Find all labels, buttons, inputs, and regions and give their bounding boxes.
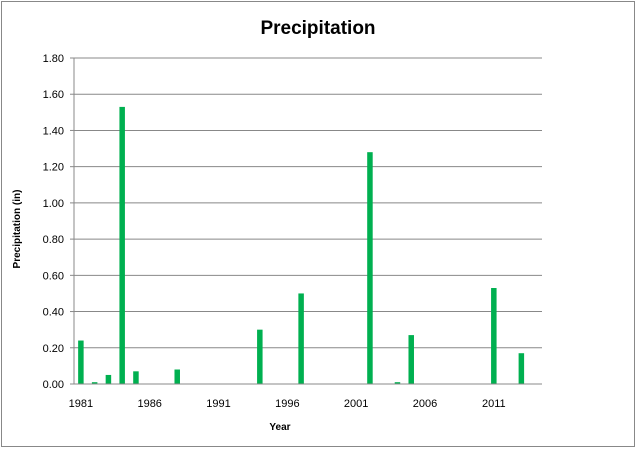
x-tick-label: 1991	[206, 398, 230, 410]
y-axis-title: Precipitation (in)	[12, 190, 23, 269]
bar-1994	[257, 329, 263, 384]
y-tick-label: 0.80	[43, 234, 64, 246]
y-tick-label: 1.40	[43, 125, 64, 137]
bar-2004	[394, 382, 401, 384]
bar-2011	[491, 288, 497, 384]
x-tick-label: 2006	[413, 398, 437, 410]
bar-1982	[91, 382, 98, 384]
y-tick-label: 0.00	[43, 379, 64, 391]
bar-series	[78, 106, 525, 385]
bar-2005	[408, 335, 414, 384]
y-tick-label: 1.20	[43, 162, 64, 174]
y-tick-label: 1.00	[43, 198, 64, 210]
x-axis-ticks: 1981 1986 1991 1996 2001 2006 2011	[69, 398, 506, 410]
y-tick-label: 0.20	[43, 343, 64, 355]
gridlines	[74, 57, 542, 349]
x-tick-label: 1986	[137, 398, 161, 410]
y-tick-label: 0.60	[43, 270, 64, 282]
y-tick-label: 1.60	[43, 89, 64, 101]
y-tick-label: 1.80	[43, 53, 64, 65]
x-tick-label: 1996	[275, 398, 299, 410]
bar-1997	[298, 293, 304, 384]
x-tick-label: 1981	[69, 398, 93, 410]
x-tick-label: 2011	[482, 398, 506, 410]
chart-title: Precipitation	[260, 18, 375, 39]
x-tick-label: 2001	[344, 398, 368, 410]
y-tick-label: 0.40	[43, 307, 64, 319]
y-axis-ticks: 0.00 0.20 0.40 0.60 0.80 1.00 1.20 1.40 1.60 1.80	[43, 53, 75, 391]
bar-1984	[119, 106, 125, 385]
bar-1985	[133, 371, 139, 384]
bar-2002	[367, 152, 373, 384]
bar-2013	[518, 353, 525, 384]
bar-1981	[78, 340, 84, 384]
bar-1988	[174, 369, 180, 384]
x-axis-title: Year	[269, 422, 290, 433]
bar-1983	[105, 374, 112, 384]
